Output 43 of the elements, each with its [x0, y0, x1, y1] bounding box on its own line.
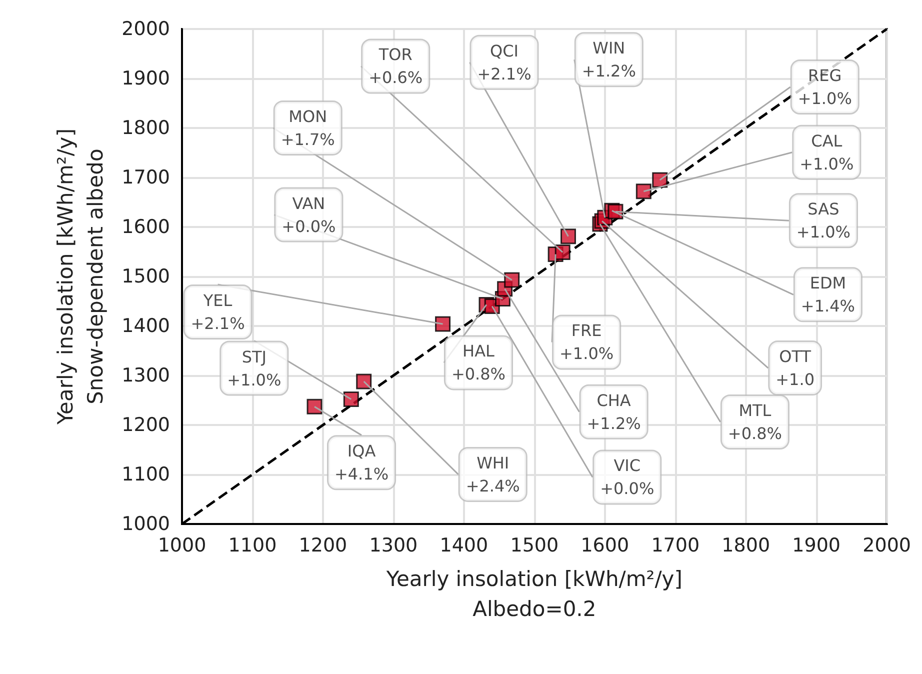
annotation: CAL +1.0%	[800, 131, 854, 174]
annotation: MTL +0.8%	[728, 401, 782, 444]
x-tick-label: 1200	[298, 534, 348, 556]
x-tick-label: 1000	[158, 534, 206, 556]
annotation: WIN +1.2%	[582, 38, 636, 81]
y-tick-label: 1700	[122, 166, 170, 188]
x-tick-label: 1100	[228, 534, 277, 556]
y-tick-label: 1600	[122, 216, 170, 238]
annotation: WHI +2.4%	[466, 453, 520, 496]
x-tick-label: 1700	[651, 534, 700, 556]
y-tick-label: 2000	[122, 18, 170, 40]
y-tick-label: 1500	[122, 266, 170, 288]
x-tick-label: 2000	[862, 534, 912, 556]
x-tick-label: 1800	[722, 534, 770, 556]
annotation: REG +1.0%	[798, 66, 852, 108]
annotation: FRE +1.0%	[560, 321, 614, 364]
annotation: CHA +1.2%	[586, 390, 641, 433]
x-axis-title: Yearly insolation [kWh/m²/y] Albedo=0.2	[385, 567, 682, 621]
x-tick-label: 1600	[580, 534, 630, 556]
annotation: MON +1.7%	[280, 106, 335, 149]
x-tick-label: 1500	[510, 534, 559, 556]
annotation: STJ +1.0%	[227, 347, 282, 390]
annotation: VAN +0.0%	[282, 194, 336, 236]
y-tick-label: 1000	[122, 513, 170, 535]
annotation: EDM +1.4%	[800, 274, 855, 316]
annotation: SAS +1.0%	[796, 200, 850, 242]
x-tick-label: 1300	[369, 534, 418, 556]
annotation: OTT +1.0	[776, 347, 815, 390]
y-tick-label: 1900	[122, 68, 170, 90]
annotation: QCI +2.1%	[477, 41, 532, 84]
y-axis-title: Yearly insolation [kWh/m²/y] Snow-dependent albedo	[54, 128, 108, 426]
y-tick-label: 1400	[122, 315, 170, 337]
x-tick-label: 1900	[792, 534, 841, 556]
y-tick-label: 1100	[122, 464, 170, 486]
y-tick-label: 1200	[122, 414, 170, 436]
y-tick-label: 1800	[122, 117, 170, 139]
annotation: TOR +0.6%	[368, 45, 423, 88]
annotation: VIC +0.0%	[600, 456, 654, 498]
annotation: IQA +4.1%	[334, 442, 389, 484]
annotation: HAL +0.8%	[451, 342, 506, 384]
y-tick-label: 1300	[122, 364, 170, 386]
annotation: YEL +2.1%	[190, 291, 245, 334]
x-tick-label: 1400	[440, 534, 488, 556]
